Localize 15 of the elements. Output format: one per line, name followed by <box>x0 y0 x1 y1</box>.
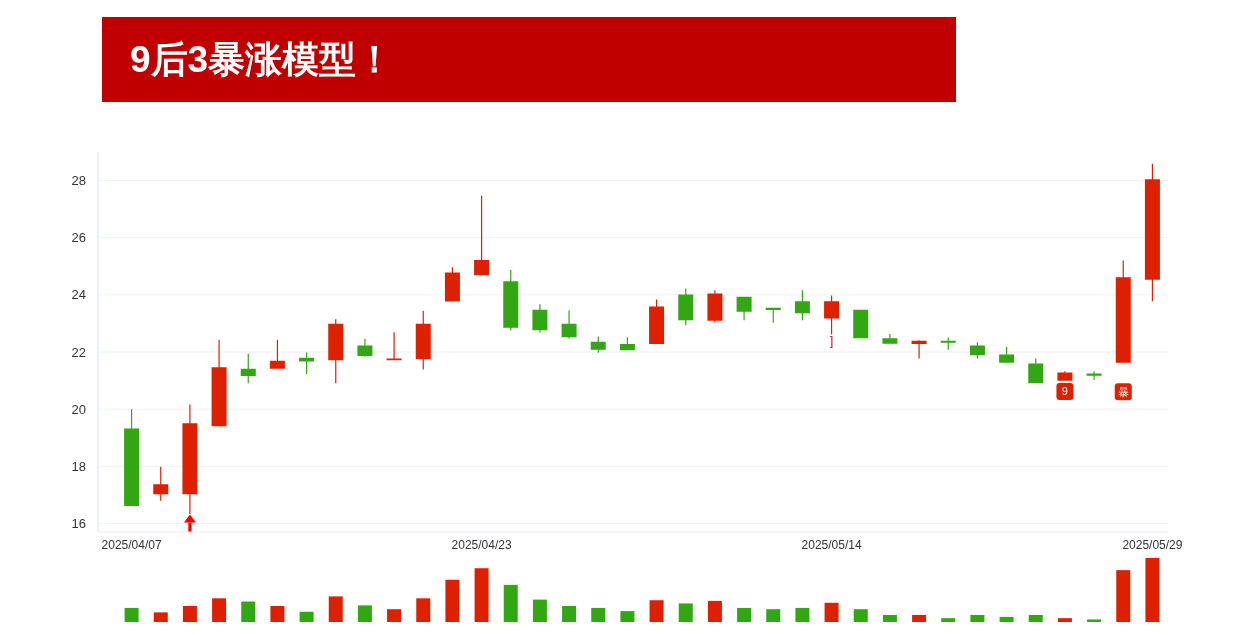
annotation: ] <box>829 333 834 349</box>
y-tick-label: 18 <box>71 458 86 474</box>
y-tick-label: 22 <box>71 344 86 360</box>
x-tick-label: 2025/05/14 <box>801 538 862 552</box>
x-tick-label: 2025/04/07 <box>101 538 162 552</box>
y-tick-label: 28 <box>71 173 86 189</box>
title: 9后3暴涨模型！ <box>130 38 394 80</box>
x-tick-label: 2025/04/23 <box>451 538 512 552</box>
annotation: 暴 <box>1117 385 1129 398</box>
y-tick-label: 24 <box>71 287 86 303</box>
y-tick-label: 26 <box>71 230 86 246</box>
y-tick-label: 16 <box>71 515 86 531</box>
annotation: 9 <box>1061 385 1068 398</box>
y-tick-label: 20 <box>71 401 86 417</box>
x-tick-label: 2025/05/29 <box>1122 538 1183 552</box>
